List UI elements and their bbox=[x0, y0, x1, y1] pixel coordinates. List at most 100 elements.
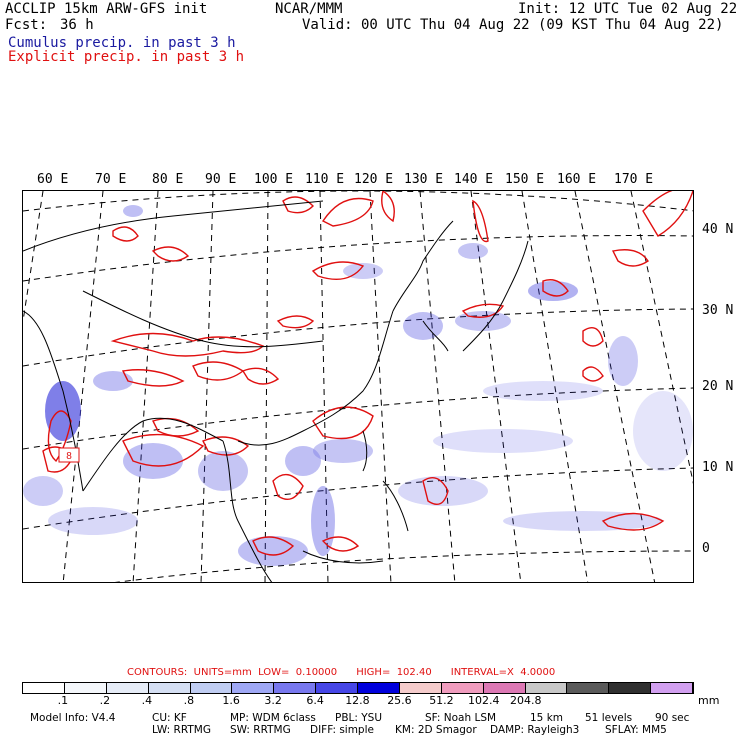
korea-coast bbox=[422, 320, 449, 352]
lon-line-130 bbox=[419, 191, 456, 582]
lat-label: 40 N bbox=[702, 222, 734, 237]
lon-line-100 bbox=[264, 191, 269, 582]
lon-label: 110 E bbox=[305, 172, 345, 187]
colorbar-cell bbox=[274, 683, 317, 693]
colorbar-cell bbox=[106, 683, 149, 693]
vertical-levels: 51 levels bbox=[585, 712, 633, 724]
center-name: NCAR/MMM bbox=[275, 1, 343, 17]
damp-scheme: DAMP: Rayleigh3 bbox=[490, 724, 580, 736]
colorbar-tick: 3.2 bbox=[264, 694, 282, 707]
colorbar-cell bbox=[651, 683, 693, 693]
lon-label: 130 E bbox=[404, 172, 444, 187]
colorbar-tick: .8 bbox=[183, 694, 195, 707]
forecast-hour: 36 h bbox=[60, 17, 94, 33]
colorbar-cell bbox=[609, 683, 652, 693]
colorbar-tick: 102.4 bbox=[468, 694, 500, 707]
lat-label: 0 bbox=[702, 541, 710, 556]
time-step: 90 sec bbox=[655, 712, 690, 724]
colorbar-unit: mm bbox=[698, 694, 720, 707]
lon-label: 160 E bbox=[557, 172, 597, 187]
lon-label: 70 E bbox=[95, 172, 127, 187]
model-version: Model Info: V4.4 bbox=[30, 712, 116, 724]
lon-label: 100 E bbox=[254, 172, 294, 187]
colorbar-cell bbox=[483, 683, 526, 693]
sw-scheme: SW: RRTMG bbox=[230, 724, 291, 736]
borneo-coast bbox=[302, 550, 384, 564]
contours-info: CONTOURS: UNITS=mm LOW= 0.10000 HIGH= 10… bbox=[127, 667, 556, 678]
lon-label: 170 E bbox=[614, 172, 654, 187]
colorbar-cell bbox=[358, 683, 400, 693]
sflay-scheme: SFLAY: MM5 bbox=[605, 724, 667, 736]
colorbar-cell bbox=[232, 683, 275, 693]
colorbar-cell bbox=[190, 683, 233, 693]
pbl-scheme: PBL: YSU bbox=[335, 712, 383, 724]
lon-label: 60 E bbox=[37, 172, 69, 187]
colorbar-cell bbox=[525, 683, 568, 693]
japan-coast bbox=[462, 240, 529, 352]
india-west-coast bbox=[23, 310, 84, 492]
lat-label: 20 N bbox=[702, 379, 734, 394]
lon-line-140 bbox=[470, 191, 522, 582]
india-east-coast bbox=[82, 417, 224, 492]
colorbar-cell bbox=[441, 683, 484, 693]
lat-line-0 bbox=[114, 550, 693, 582]
contour-label-box bbox=[58, 447, 80, 463]
colorbar-cell bbox=[148, 683, 191, 693]
border-north bbox=[23, 200, 324, 252]
taiwan-coast bbox=[362, 430, 368, 472]
colorbar-tick: 25.6 bbox=[387, 694, 412, 707]
graticule bbox=[23, 191, 693, 582]
cumulus-legend: Cumulus precip. in past 3 h bbox=[8, 35, 236, 51]
forecast-label: Fcst: bbox=[5, 17, 48, 33]
sf-scheme: SF: Noah LSM bbox=[425, 712, 497, 724]
cu-scheme: CU: KF bbox=[152, 712, 187, 724]
mp-scheme: MP: WDM 6class bbox=[230, 712, 316, 724]
lat-line-45 bbox=[23, 191, 693, 212]
model-title: ACCLIP 15km ARW-GFS init bbox=[5, 1, 208, 17]
east-china-coast bbox=[392, 220, 454, 312]
colorbar-tick: 1.6 bbox=[222, 694, 240, 707]
colorbar-tick: .4 bbox=[141, 694, 153, 707]
colorbar-tick: .1 bbox=[57, 694, 69, 707]
colorbar-cell bbox=[399, 683, 442, 693]
map-panel: 8 bbox=[22, 190, 694, 583]
colorbar bbox=[22, 682, 694, 694]
lon-line-150 bbox=[521, 191, 589, 582]
philippines-coast bbox=[382, 480, 409, 532]
colorbar-cell bbox=[316, 683, 358, 693]
colorbar-tick: 51.2 bbox=[429, 694, 454, 707]
border-himalaya bbox=[82, 290, 324, 348]
km-scheme: KM: 2D Smagor bbox=[395, 724, 477, 736]
contour-label: 8 bbox=[66, 451, 72, 462]
lon-line-90 bbox=[200, 191, 214, 582]
lon-line-170 bbox=[630, 191, 693, 485]
colorbar-tick: 204.8 bbox=[510, 694, 542, 707]
malay-peninsula bbox=[222, 440, 273, 582]
diff-scheme: DIFF: simple bbox=[310, 724, 374, 736]
coastlines bbox=[23, 200, 529, 582]
explicit-precip bbox=[42, 191, 693, 556]
colorbar-tick: 6.4 bbox=[306, 694, 324, 707]
colorbar-cell bbox=[23, 683, 65, 693]
grid-spacing: 15 km bbox=[530, 712, 564, 724]
colorbar-cell bbox=[567, 683, 610, 693]
lat-label: 10 N bbox=[702, 460, 734, 475]
lw-scheme: LW: RRTMG bbox=[152, 724, 211, 736]
lon-label: 150 E bbox=[505, 172, 545, 187]
init-time: Init: 12 UTC Tue 02 Aug 22 bbox=[518, 1, 738, 17]
colorbar-tick: 12.8 bbox=[345, 694, 370, 707]
colorbar-cell bbox=[64, 683, 107, 693]
lon-line-160 bbox=[574, 191, 656, 582]
cumulus-precip bbox=[23, 205, 693, 566]
colorbar-tick: .2 bbox=[99, 694, 111, 707]
south-china-coast bbox=[237, 310, 394, 446]
lat-label: 30 N bbox=[702, 303, 734, 318]
lon-label: 120 E bbox=[354, 172, 394, 187]
lat-line-20 bbox=[23, 387, 693, 450]
lon-label: 90 E bbox=[205, 172, 237, 187]
lon-label: 140 E bbox=[454, 172, 494, 187]
lon-label: 80 E bbox=[152, 172, 184, 187]
explicit-legend: Explicit precip. in past 3 h bbox=[8, 49, 245, 65]
valid-time: Valid: 00 UTC Thu 04 Aug 22 (09 KST Thu … bbox=[302, 17, 724, 33]
lon-line-120 bbox=[369, 191, 392, 582]
